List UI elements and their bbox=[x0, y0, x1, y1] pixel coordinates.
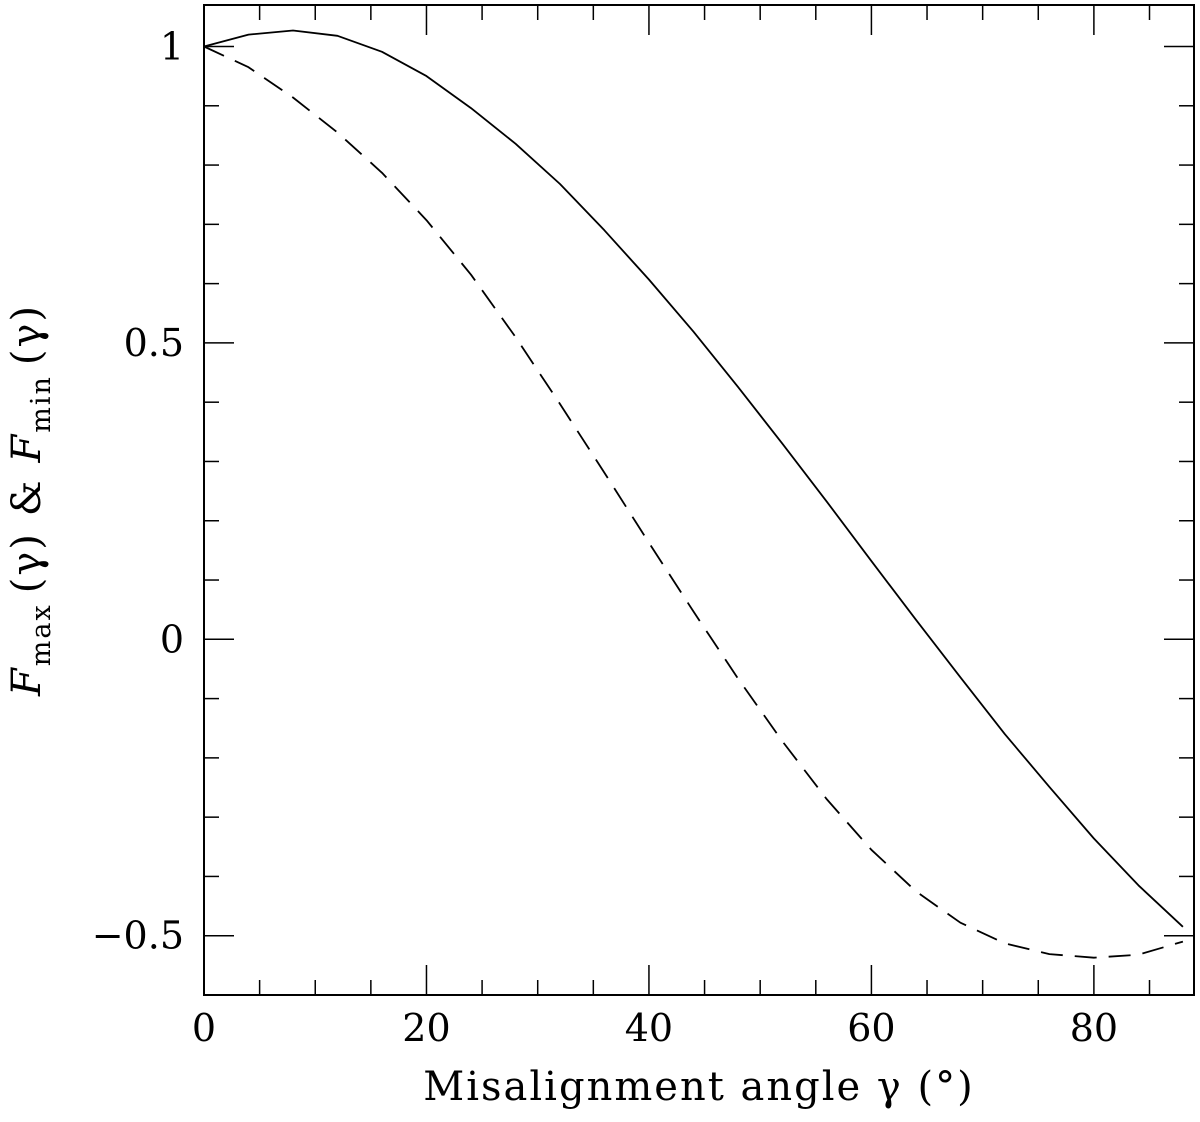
y-tick-label: −0.5 bbox=[92, 914, 184, 958]
plot-frame bbox=[203, 4, 1195, 996]
series-group bbox=[203, 29, 1184, 959]
y-title-f1: F bbox=[4, 666, 50, 697]
y-title-gamma1: (γ) bbox=[4, 532, 50, 593]
y-title-gamma2: (γ) bbox=[4, 304, 50, 365]
series-line-2-dashed bbox=[203, 45, 1184, 959]
series-line-1-solid bbox=[203, 29, 1184, 928]
tick-labels: 0 20 40 60 80 −0.5 0 0.5 1 bbox=[92, 24, 1118, 1050]
y-title-f2: F bbox=[4, 433, 50, 464]
y-title-amp: & bbox=[4, 479, 50, 517]
y-tick-label: 0.5 bbox=[124, 321, 184, 365]
y-axis-title: Fmax (γ) & Fmin (γ) bbox=[4, 304, 57, 697]
y-tick-label: 0 bbox=[160, 617, 184, 661]
y-tick-label: 1 bbox=[160, 24, 184, 68]
y-title-sub2: min bbox=[26, 375, 57, 433]
y-title-sub1: max bbox=[26, 603, 57, 666]
x-tick-label: 0 bbox=[192, 1006, 216, 1050]
x-axis-title: Misalignment angle γ (°) bbox=[423, 1064, 974, 1110]
x-tick-label: 40 bbox=[625, 1006, 673, 1050]
svg-text:Fmax(γ)&Fmin(γ): Fmax (γ) & Fmin (γ) bbox=[4, 304, 57, 697]
tick-marks bbox=[203, 5, 1194, 996]
x-tick-label: 60 bbox=[847, 1006, 895, 1050]
x-tick-label: 80 bbox=[1070, 1006, 1118, 1050]
x-tick-label: 20 bbox=[402, 1006, 450, 1050]
